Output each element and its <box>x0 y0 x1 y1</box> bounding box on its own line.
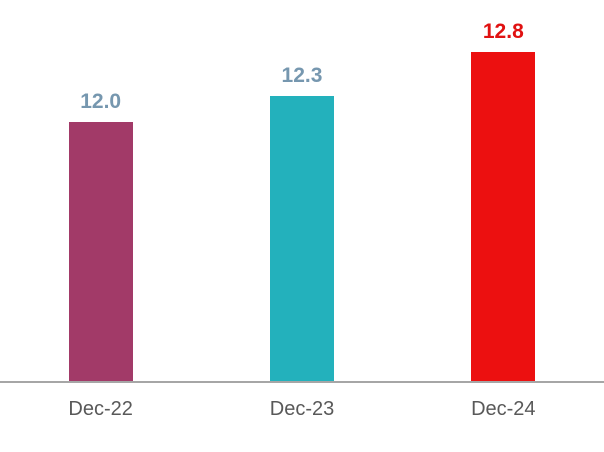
bar-value-label: 12.3 <box>281 64 323 87</box>
bar-group-dec-24: 12.8 <box>403 0 604 383</box>
x-axis-label-dec-24: Dec-24 <box>471 398 536 420</box>
bar-value-label: 12.0 <box>80 90 122 113</box>
bar-group-dec-22: 12.0 <box>0 0 201 383</box>
bar-dec-23[interactable] <box>269 96 334 383</box>
x-axis-line <box>0 381 604 383</box>
bar-dec-24[interactable] <box>471 52 536 383</box>
bar-group-dec-23: 12.3 <box>201 0 402 383</box>
x-axis-label-dec-23: Dec-23 <box>269 398 335 420</box>
bar-value-label: 12.8 <box>482 20 524 43</box>
bar-dec-22[interactable] <box>68 122 133 383</box>
x-axis-label-dec-22: Dec-22 <box>68 398 133 420</box>
plot-area: 12.0 12.3 12.8 <box>0 0 604 383</box>
x-axis-labels: Dec-22 Dec-23 Dec-24 <box>0 398 604 421</box>
